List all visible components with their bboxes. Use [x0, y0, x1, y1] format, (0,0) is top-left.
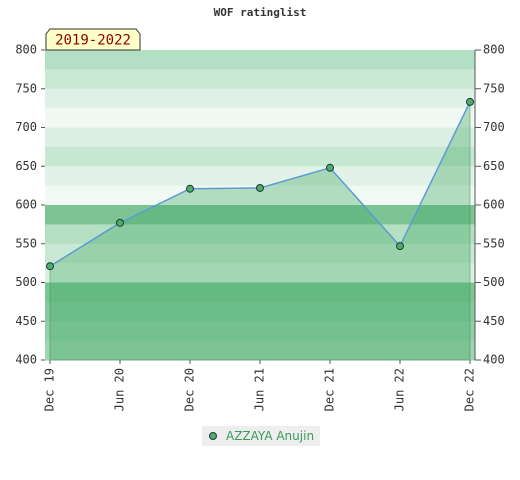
y-tick-label: 500 — [15, 275, 37, 289]
band — [45, 166, 475, 187]
band — [45, 263, 475, 283]
chart-title: WOF ratinglist — [214, 6, 307, 19]
band — [45, 69, 475, 90]
x-tick-label: Dec 20 — [183, 368, 197, 411]
y2-tick-label: 650 — [483, 159, 505, 173]
data-point — [256, 183, 264, 192]
band — [45, 88, 475, 109]
data-point — [46, 262, 54, 271]
band — [45, 340, 475, 361]
period-box — [45, 28, 141, 51]
band — [45, 50, 475, 70]
y-tick-label: 400 — [15, 353, 37, 367]
x-tick-label: Jun 21 — [253, 368, 267, 411]
period-label: 2019-2022 — [55, 33, 131, 49]
y-tick-label: 800 — [15, 43, 37, 57]
y-tick-label: 700 — [15, 120, 37, 134]
plot-background — [45, 50, 475, 361]
x-tick-label: Dec 19 — [43, 368, 57, 411]
x-tick-label: Dec 21 — [323, 368, 337, 411]
y2-tick-label: 750 — [483, 81, 505, 95]
y-tick-label: 600 — [15, 198, 37, 212]
y-tick-label: 450 — [15, 314, 37, 328]
data-point — [326, 163, 334, 172]
band — [45, 243, 475, 264]
y2-tick-label: 400 — [483, 353, 505, 367]
y-tick-label: 650 — [15, 159, 37, 173]
x-tick-label: Jun 22 — [393, 368, 407, 411]
data-point — [186, 184, 194, 193]
data-point — [116, 218, 124, 227]
y2-tick-label: 500 — [483, 275, 505, 289]
legend-label: AZZAYA Anujin — [226, 429, 314, 443]
y2-tick-label: 450 — [483, 314, 505, 328]
band — [45, 301, 475, 322]
data-point — [396, 242, 404, 251]
band — [45, 146, 475, 167]
band — [45, 185, 475, 206]
y2-tick-label: 700 — [483, 120, 505, 134]
band — [45, 108, 475, 128]
legend-box — [202, 426, 320, 446]
band — [45, 321, 475, 342]
y-tick-label: 750 — [15, 81, 37, 95]
band — [45, 224, 475, 245]
band — [45, 127, 475, 148]
y2-tick-label: 800 — [483, 43, 505, 57]
band — [45, 282, 475, 303]
y-tick-label: 550 — [15, 236, 37, 250]
y2-tick-label: 550 — [483, 236, 505, 250]
legend-marker — [209, 432, 217, 440]
y2-tick-label: 600 — [483, 198, 505, 212]
x-tick-label: Dec 22 — [463, 368, 477, 411]
x-tick-label: Jun 20 — [113, 368, 127, 411]
data-point — [466, 97, 474, 106]
